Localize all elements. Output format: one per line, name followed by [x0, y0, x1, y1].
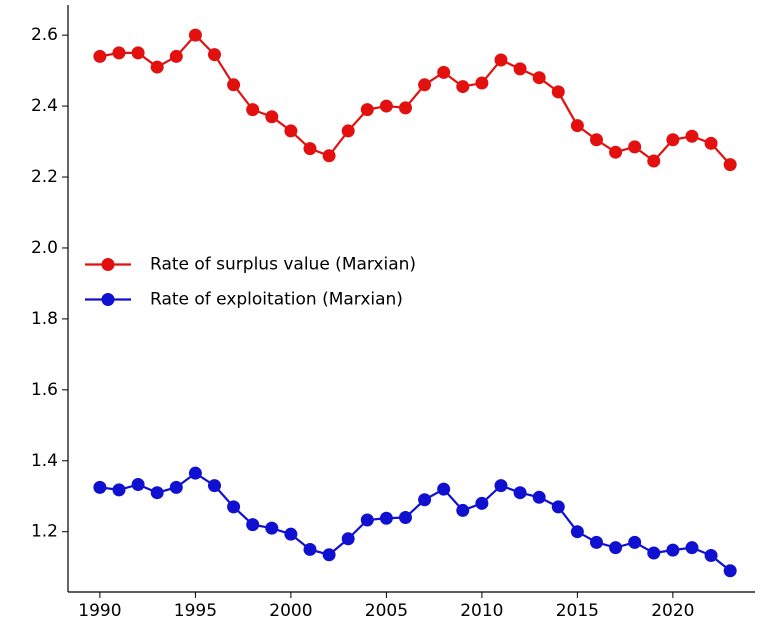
point — [609, 541, 623, 555]
point — [456, 80, 470, 94]
point — [150, 60, 164, 74]
point — [647, 546, 661, 560]
x-tick-label: 2000 — [269, 601, 312, 621]
point — [398, 101, 412, 115]
y-tick-label: 2.0 — [31, 238, 58, 258]
point — [589, 133, 603, 147]
point — [188, 466, 202, 480]
point — [303, 542, 317, 556]
point — [609, 145, 623, 159]
point — [475, 496, 489, 510]
point — [227, 78, 241, 92]
point — [188, 28, 202, 42]
point — [169, 480, 183, 494]
y-tick-label: 2.4 — [31, 96, 58, 116]
point — [360, 103, 374, 117]
point — [169, 49, 183, 63]
point — [589, 535, 603, 549]
point — [131, 46, 145, 60]
series-line — [99, 33, 731, 166]
point — [437, 65, 451, 79]
point — [207, 479, 221, 493]
point — [227, 500, 241, 514]
x-tick-label: 2005 — [365, 601, 408, 621]
point — [379, 511, 393, 525]
point — [207, 48, 221, 62]
point — [666, 133, 680, 147]
point — [360, 513, 374, 527]
point — [93, 480, 107, 494]
point — [150, 486, 164, 500]
y-tick-label: 1.8 — [31, 309, 58, 329]
point — [532, 490, 546, 504]
point — [513, 62, 527, 76]
point — [418, 493, 432, 507]
point — [265, 521, 279, 535]
point — [303, 142, 317, 156]
point — [93, 49, 107, 63]
y-tick-label: 2.2 — [31, 167, 58, 187]
y-tick-label: 1.4 — [31, 451, 58, 471]
point — [112, 483, 126, 497]
point — [647, 154, 661, 168]
point — [246, 518, 260, 532]
point — [532, 71, 546, 85]
point — [379, 99, 393, 113]
legend-label: Rate of exploitation (Marxian) — [150, 290, 403, 310]
point — [570, 525, 584, 539]
point — [704, 136, 718, 150]
x-tick-label: 1995 — [174, 601, 217, 621]
legend-marker — [101, 293, 115, 306]
x-tick-label: 1990 — [78, 601, 121, 621]
point — [723, 158, 737, 172]
x-tick-label: 2020 — [651, 601, 694, 621]
y-tick-label: 1.6 — [31, 380, 58, 400]
point — [437, 482, 451, 496]
legend-marker — [101, 258, 115, 271]
point — [494, 479, 508, 493]
point — [494, 53, 508, 67]
point — [723, 564, 737, 578]
point — [628, 140, 642, 154]
point — [666, 543, 680, 557]
y-tick-label: 1.2 — [31, 522, 58, 542]
point — [704, 548, 718, 562]
x-tick-label: 2010 — [460, 601, 503, 621]
point — [341, 124, 355, 138]
point — [322, 149, 336, 163]
point — [265, 110, 279, 124]
point — [551, 85, 565, 99]
point — [475, 76, 489, 90]
point — [398, 511, 412, 525]
legend-label: Rate of surplus value (Marxian) — [150, 255, 416, 275]
point — [131, 478, 145, 492]
point — [513, 486, 527, 500]
series-line — [99, 471, 731, 572]
point — [341, 532, 355, 546]
point — [570, 119, 584, 133]
point — [456, 503, 470, 517]
point — [112, 46, 126, 60]
point — [685, 129, 699, 143]
point — [284, 527, 298, 541]
point — [418, 78, 432, 92]
y-tick-label: 2.6 — [31, 25, 58, 45]
point — [246, 103, 260, 117]
x-tick-label: 2015 — [556, 601, 599, 621]
point — [284, 124, 298, 138]
point — [685, 541, 699, 555]
point — [322, 548, 336, 562]
point — [628, 535, 642, 549]
point — [551, 500, 565, 514]
